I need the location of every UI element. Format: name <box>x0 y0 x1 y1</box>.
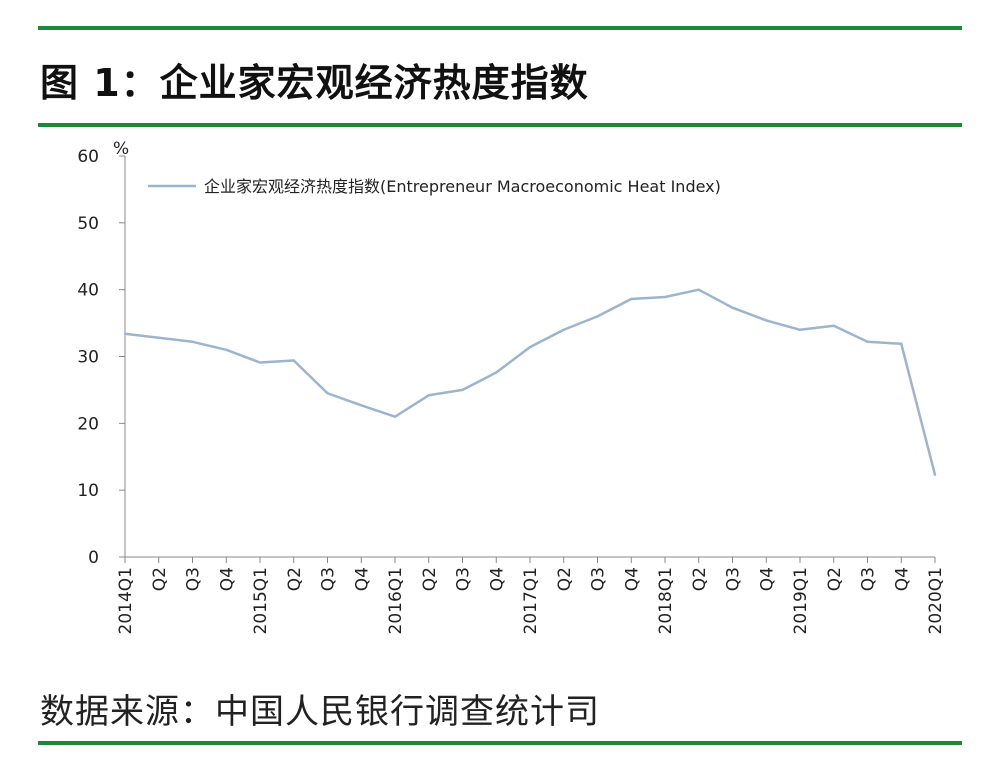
x-tick-label: 2016Q1 <box>386 567 406 634</box>
x-tick-label: 2020Q1 <box>926 567 946 634</box>
x-tick-label: Q4 <box>217 567 237 591</box>
y-unit-label: % <box>113 139 129 159</box>
x-tick-label: 2014Q1 <box>116 567 136 634</box>
series-line <box>124 288 937 476</box>
y-tick-label: 0 <box>88 548 99 568</box>
data-point <box>731 306 734 309</box>
x-tick-label: Q4 <box>622 567 642 591</box>
x-tick-label: 2019Q1 <box>791 567 811 634</box>
y-tick-label: 50 <box>77 214 99 234</box>
series-layer <box>123 288 937 476</box>
x-axis: 2014Q1 Q2 Q3 Q4 2015Q1 Q2 Q3 Q4 2016Q1 Q2 Q3 Q4 2017… <box>116 556 946 634</box>
data-point <box>798 328 802 331</box>
x-tick-label: Q3 <box>184 567 204 591</box>
data-point <box>663 295 667 299</box>
data-point <box>933 473 937 476</box>
legend: 企业家宏观经济热度指数(Entrepreneur Macroeconomic H… <box>148 177 721 196</box>
x-tick-label: Q3 <box>859 567 879 591</box>
data-point <box>697 288 700 291</box>
top-divider <box>38 26 962 30</box>
data-point <box>225 348 228 352</box>
x-tick-label: Q4 <box>487 567 507 591</box>
data-point <box>292 359 295 362</box>
y-tick-label: 60 <box>77 147 99 167</box>
data-point <box>461 388 464 392</box>
data-point <box>495 371 498 374</box>
y-tick-label: 30 <box>77 348 99 368</box>
y-tick-label: 40 <box>77 281 99 301</box>
data-point <box>326 392 329 395</box>
data-point <box>765 319 768 322</box>
bottom-divider <box>38 741 962 745</box>
x-tick-label: Q2 <box>690 567 710 591</box>
data-point <box>258 361 262 364</box>
x-tick-label: Q3 <box>589 567 609 591</box>
data-point <box>191 340 194 343</box>
source-note: 数据来源：中国人民银行调查统计司 <box>40 692 600 732</box>
x-tick-label: Q3 <box>454 567 474 591</box>
data-point <box>427 394 430 397</box>
legend-label: 企业家宏观经济热度指数(Entrepreneur Macroeconomic H… <box>204 177 721 196</box>
x-tick-label: Q2 <box>555 567 575 591</box>
x-tick-label: Q2 <box>285 567 305 591</box>
data-point <box>900 342 903 346</box>
x-tick-label: Q4 <box>352 567 372 591</box>
data-point <box>123 332 127 335</box>
y-axis: 0 10 20 30 40 50 60% <box>77 139 129 568</box>
x-tick-label: Q3 <box>319 567 339 591</box>
data-point <box>596 315 599 318</box>
data-point <box>562 328 565 331</box>
x-tick-label: Q2 <box>420 567 440 591</box>
y-tick-label: 10 <box>77 481 99 501</box>
x-tick-label: Q4 <box>757 567 777 591</box>
x-tick-label: 2018Q1 <box>656 567 676 634</box>
data-point <box>866 340 869 343</box>
title-divider <box>38 123 962 127</box>
data-point <box>393 415 397 418</box>
y-tick-label: 20 <box>77 414 99 434</box>
x-tick-label: Q3 <box>724 567 744 591</box>
data-point <box>528 345 532 349</box>
x-tick-label: Q2 <box>825 567 845 591</box>
data-point <box>157 336 160 339</box>
data-point <box>832 324 835 327</box>
x-tick-label: Q4 <box>892 567 912 591</box>
x-tick-label: Q2 <box>150 567 170 591</box>
figure-title: 图 1：企业家宏观经济热度指数 <box>40 61 589 105</box>
data-point <box>630 297 633 301</box>
x-tick-label: 2017Q1 <box>521 567 541 634</box>
x-tick-label: 2015Q1 <box>251 567 271 634</box>
data-point <box>360 404 363 407</box>
